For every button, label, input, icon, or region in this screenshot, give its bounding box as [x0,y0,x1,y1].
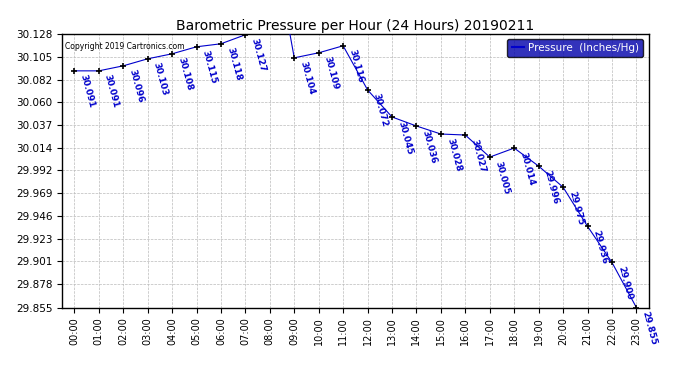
Text: 30.014: 30.014 [518,151,536,186]
Text: 30.096: 30.096 [128,69,145,104]
Text: 30.027: 30.027 [469,138,487,174]
Text: 30.103: 30.103 [152,62,169,97]
Text: 29.996: 29.996 [543,169,560,205]
Text: 30.108: 30.108 [176,57,194,92]
Text: 30.036: 30.036 [421,129,438,164]
Text: Copyright 2019 Cartronics.com: Copyright 2019 Cartronics.com [65,42,184,51]
Legend: Pressure  (Inches/Hg): Pressure (Inches/Hg) [507,39,643,57]
Text: 30.104: 30.104 [298,61,316,96]
Text: 30.109: 30.109 [323,56,340,91]
Text: 30.045: 30.045 [396,120,414,155]
Text: 30.028: 30.028 [445,137,462,172]
Text: 30.127: 30.127 [250,38,267,73]
Text: 30.118: 30.118 [225,46,243,82]
Text: 29.900: 29.900 [616,265,634,301]
Text: 30.115: 30.115 [201,50,218,85]
Text: 30.005: 30.005 [494,160,511,195]
Text: 29.936: 29.936 [591,229,609,265]
Text: 30.072: 30.072 [372,93,389,128]
Text: 29.975: 29.975 [567,190,585,226]
Text: 30.091: 30.091 [103,74,121,109]
Text: 30.091: 30.091 [79,74,96,109]
Text: 29.855: 29.855 [640,310,658,346]
Title: Barometric Pressure per Hour (24 Hours) 20190211: Barometric Pressure per Hour (24 Hours) … [176,19,535,33]
Text: 30.116: 30.116 [347,48,365,84]
